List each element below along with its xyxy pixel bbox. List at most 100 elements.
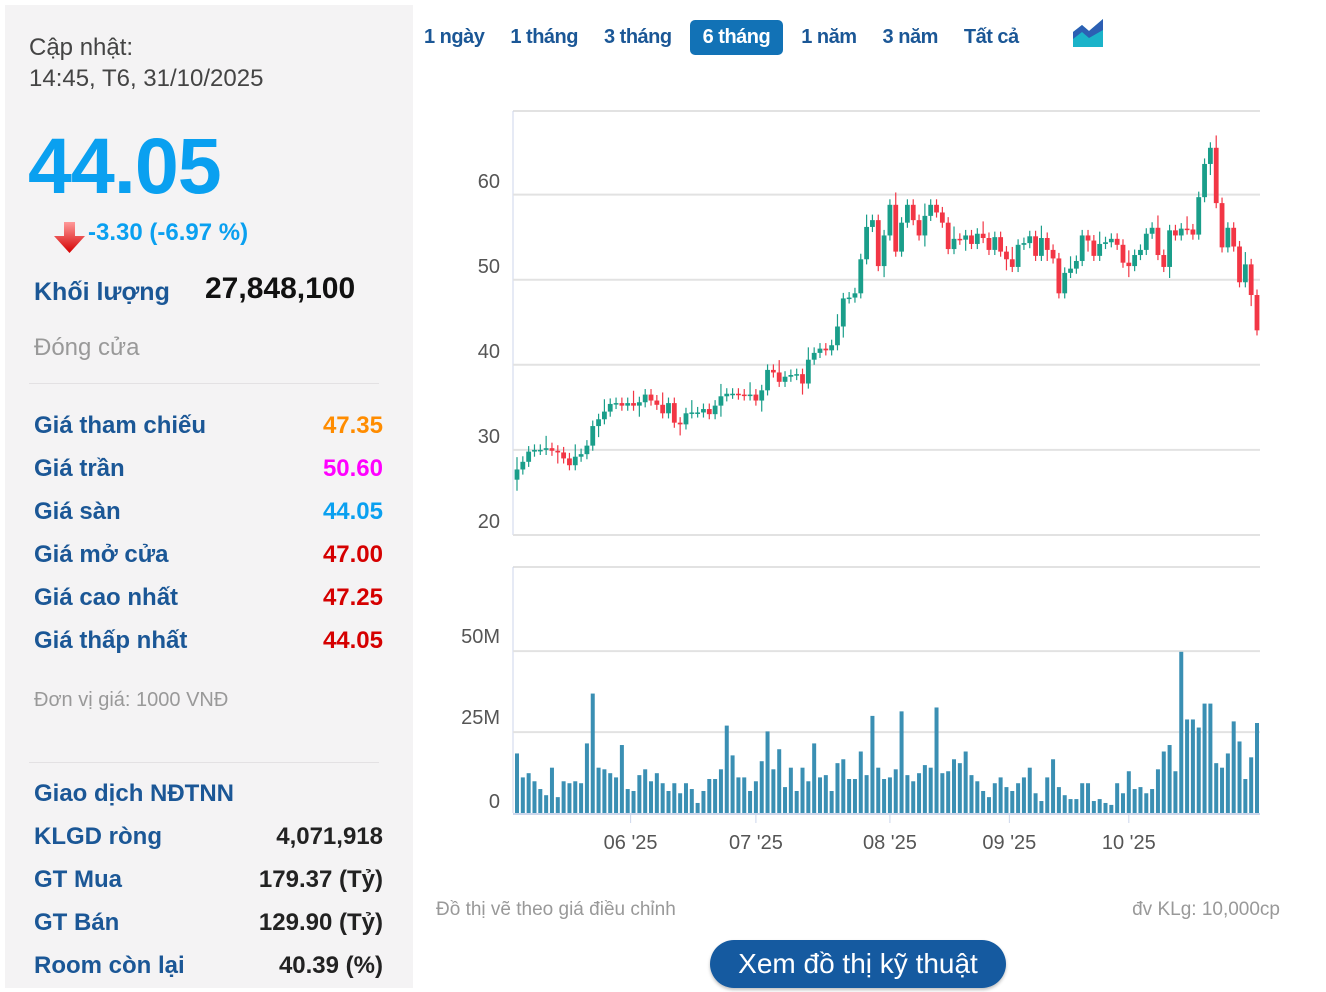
- volume-bar: [1021, 777, 1026, 813]
- volume-bar: [695, 802, 700, 813]
- volume-bar: [1068, 799, 1073, 813]
- volume-bar: [701, 790, 706, 813]
- tab-period[interactable]: 6 tháng: [689, 19, 784, 55]
- volume-bar: [835, 763, 840, 813]
- candle-body: [520, 461, 526, 470]
- volume-bar: [817, 777, 822, 813]
- volume-bar: [1196, 727, 1201, 813]
- volume-bar: [905, 775, 910, 813]
- candle-body: [759, 390, 765, 401]
- volume-bar: [806, 781, 811, 813]
- volume-axis-label: 0: [488, 791, 500, 813]
- candle-body: [823, 348, 829, 351]
- candle-body: [602, 411, 607, 420]
- candle-body: [1009, 259, 1015, 267]
- candle-body: [910, 204, 916, 221]
- candle-body: [788, 375, 794, 377]
- x-axis-label: 07 '25: [728, 832, 783, 854]
- volume-bar: [567, 783, 572, 813]
- candle-body: [1149, 227, 1155, 234]
- volume-bar: [1010, 790, 1015, 813]
- volume-bar: [1126, 771, 1131, 813]
- candle-body: [631, 403, 636, 406]
- volume-bar: [1225, 753, 1230, 813]
- volume-bar: [555, 797, 560, 813]
- candle-body: [1091, 240, 1097, 256]
- area-chart-icon[interactable]: [1072, 18, 1104, 48]
- volume-bar: [579, 783, 584, 813]
- candle-body: [701, 409, 706, 413]
- price-axis-label: 20: [477, 511, 500, 533]
- volume-bar: [1155, 769, 1160, 813]
- candle-body: [939, 212, 945, 223]
- volume-bar: [986, 797, 991, 813]
- volume-bar: [1185, 719, 1190, 813]
- volume-bar: [1056, 787, 1061, 813]
- volume-bar: [1144, 793, 1149, 813]
- candle-body: [980, 233, 986, 239]
- candle-body: [660, 404, 666, 414]
- candle-body: [567, 458, 572, 466]
- volume-bar: [1016, 783, 1021, 813]
- volume-bar: [596, 767, 601, 813]
- candle-body: [1213, 147, 1219, 204]
- candle-body: [957, 238, 963, 241]
- volume-bar: [858, 751, 863, 813]
- candle-body: [1056, 258, 1062, 294]
- candle-body: [549, 448, 555, 451]
- candle-body: [555, 450, 561, 453]
- tab-period[interactable]: 3 tháng: [603, 25, 672, 48]
- price-axis-label: 30: [477, 425, 500, 448]
- chart-note: Đồ thị vẽ theo giá điều chỉnh: [436, 899, 676, 920]
- volume-bar: [1150, 789, 1155, 813]
- volume-bar: [520, 777, 525, 813]
- volume-bar: [992, 783, 997, 813]
- tab-period[interactable]: Tất cả: [963, 25, 1019, 48]
- volume-bar: [742, 777, 747, 813]
- candle-body: [526, 451, 532, 462]
- candle-body: [835, 326, 840, 346]
- price-unit-note: Đơn vị giá: 1000 VNĐ: [34, 689, 229, 711]
- candle-body: [887, 204, 893, 236]
- volume-bar: [917, 773, 922, 813]
- candle-body: [561, 452, 567, 459]
- tab-period[interactable]: 1 năm: [801, 25, 857, 48]
- candle-body: [1039, 238, 1044, 256]
- candle-body: [916, 220, 922, 236]
- tab-period[interactable]: 1 ngày: [424, 25, 485, 48]
- price-row-value: 44.05: [322, 627, 383, 654]
- volume-bar: [683, 783, 688, 813]
- volume-bar: [1179, 651, 1184, 813]
- volume-bar: [660, 783, 665, 813]
- volume-label: Khối lượng: [34, 278, 170, 306]
- candle-body: [1132, 255, 1138, 267]
- candle-body: [1143, 233, 1149, 250]
- technical-chart-button[interactable]: Xem đồ thị kỹ thuật: [710, 940, 1006, 988]
- candle-body: [718, 396, 724, 406]
- candle-body: [782, 376, 788, 382]
- candle-body: [1126, 262, 1132, 267]
- candle-body: [852, 293, 858, 298]
- volume-bar: [654, 773, 659, 813]
- candle-body: [648, 394, 654, 401]
- candle-body: [1044, 238, 1050, 250]
- volume-bar: [957, 763, 962, 813]
- candle-body: [1178, 228, 1184, 236]
- volume-bar: [549, 767, 554, 813]
- candle-body: [584, 445, 590, 455]
- volume-bar: [1033, 793, 1038, 813]
- volume-bar: [969, 775, 974, 813]
- volume-bar: [952, 759, 957, 813]
- volume-bar: [1190, 719, 1195, 813]
- candle-body: [607, 403, 613, 412]
- volume-bar: [561, 781, 566, 813]
- volume-bar: [882, 779, 887, 813]
- tab-period[interactable]: 3 năm: [882, 25, 939, 48]
- volume-bar: [1208, 703, 1213, 813]
- candle-body: [1004, 251, 1009, 260]
- foreign-trading-title: Giao dịch NĐTNN: [34, 780, 235, 807]
- candle-body: [904, 204, 910, 223]
- x-axis-label: 08 '25: [862, 832, 917, 854]
- tab-period[interactable]: 1 tháng: [510, 25, 578, 48]
- volume-bar: [1202, 703, 1207, 813]
